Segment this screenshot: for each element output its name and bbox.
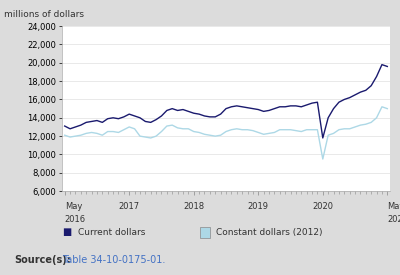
Text: 2017: 2017 bbox=[119, 202, 140, 211]
Text: 2020: 2020 bbox=[312, 202, 333, 211]
Text: Current dollars: Current dollars bbox=[78, 228, 145, 237]
Text: 2019: 2019 bbox=[248, 202, 269, 211]
Text: millions of dollars: millions of dollars bbox=[4, 10, 84, 19]
Text: May: May bbox=[387, 202, 400, 211]
Text: May: May bbox=[65, 202, 82, 211]
Text: 2018: 2018 bbox=[183, 202, 204, 211]
Text: Source(s):: Source(s): bbox=[14, 255, 71, 265]
Text: Table 34-10-0175-01.: Table 34-10-0175-01. bbox=[62, 255, 165, 265]
Text: Constant dollars (2012): Constant dollars (2012) bbox=[216, 228, 322, 237]
Text: ■: ■ bbox=[200, 227, 209, 237]
Text: ■: ■ bbox=[62, 227, 71, 237]
Text: 2021: 2021 bbox=[387, 214, 400, 224]
Text: 2016: 2016 bbox=[65, 214, 86, 224]
